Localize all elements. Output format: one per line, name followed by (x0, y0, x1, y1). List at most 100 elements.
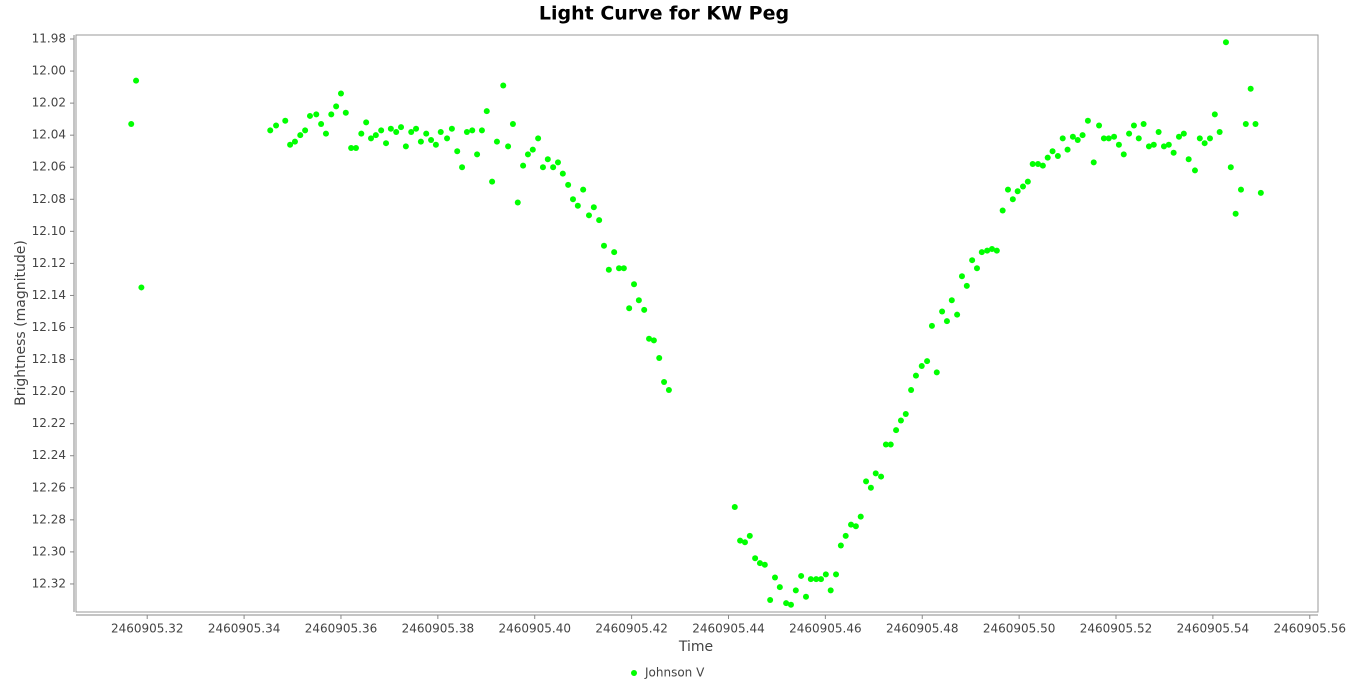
data-point (337, 90, 344, 97)
x-tick-label: 2460905.46 (789, 622, 862, 636)
data-point (999, 207, 1006, 214)
data-point (731, 504, 738, 511)
data-point (761, 561, 768, 568)
data-point (1140, 120, 1147, 127)
data-point (646, 335, 653, 342)
data-point (559, 170, 566, 177)
data-point (133, 77, 140, 84)
data-point (1165, 141, 1172, 148)
data-point (1222, 39, 1229, 46)
y-tick-label: 12.04 (32, 128, 66, 142)
y-tick-label: 11.98 (32, 32, 66, 46)
data-point (807, 576, 814, 583)
data-point (1069, 133, 1076, 140)
data-point (291, 138, 298, 145)
data-point (505, 143, 512, 150)
legend-marker (631, 670, 637, 676)
data-point (413, 125, 420, 132)
data-point (943, 318, 950, 325)
data-point (1191, 167, 1198, 174)
data-point (1232, 210, 1239, 217)
data-point (963, 282, 970, 289)
data-point (372, 132, 379, 139)
data-point (933, 369, 940, 376)
data-point (489, 178, 496, 185)
data-point (756, 560, 763, 567)
data-point (1059, 135, 1066, 142)
data-point (1242, 120, 1249, 127)
data-point (626, 305, 633, 312)
x-tick-label: 2460905.32 (111, 622, 184, 636)
data-point (1049, 148, 1056, 155)
x-tick-label: 2460905.48 (886, 622, 959, 636)
x-tick-label: 2460905.34 (208, 622, 281, 636)
data-point (939, 308, 946, 315)
data-point (1029, 161, 1036, 168)
data-point (1170, 149, 1177, 156)
data-point (524, 151, 531, 158)
data-point (827, 587, 834, 594)
data-point (993, 247, 1000, 254)
data-point (1216, 128, 1223, 135)
data-point (783, 600, 790, 607)
data-point (267, 127, 274, 134)
data-point (297, 132, 304, 139)
data-point (448, 125, 455, 132)
data-point (635, 297, 642, 304)
data-point (746, 532, 753, 539)
data-point (1252, 120, 1259, 127)
data-point (1150, 141, 1157, 148)
data-point (954, 311, 961, 318)
data-point (514, 199, 521, 206)
data-point (863, 478, 870, 485)
data-point (138, 284, 145, 291)
data-point (822, 571, 829, 578)
data-point (432, 141, 439, 148)
data-point (444, 135, 451, 142)
data-point (902, 411, 909, 418)
x-tick-label: 2460905.54 (1177, 622, 1250, 636)
data-point (798, 572, 805, 579)
data-point (973, 265, 980, 272)
data-point (478, 127, 485, 134)
data-point (1115, 141, 1122, 148)
data-point (509, 120, 516, 127)
data-point (1054, 153, 1061, 160)
y-tick-label: 12.08 (32, 192, 66, 206)
chart-title: Light Curve for KW Peg (539, 3, 789, 25)
data-point (535, 135, 542, 142)
data-point (554, 159, 561, 166)
data-point (928, 322, 935, 329)
data-point (984, 247, 991, 254)
data-point (1155, 128, 1162, 135)
data-point (958, 273, 965, 280)
data-point (1211, 111, 1218, 118)
data-point (1196, 135, 1203, 142)
data-point (565, 181, 572, 188)
data-point (585, 212, 592, 219)
data-point (1044, 154, 1051, 161)
data-point (1096, 122, 1103, 129)
data-point (1090, 159, 1097, 166)
data-point (1100, 135, 1107, 142)
data-point (1014, 188, 1021, 195)
data-point (752, 555, 759, 562)
data-point (408, 128, 415, 135)
y-tick-label: 12.26 (32, 480, 66, 494)
data-point (550, 164, 557, 171)
data-point (600, 242, 607, 249)
data-point (1257, 189, 1264, 196)
data-point (776, 584, 783, 591)
data-point (363, 119, 370, 126)
data-point (1180, 130, 1187, 137)
data-point (605, 266, 612, 273)
data-point (882, 441, 889, 448)
x-tick-label: 2460905.52 (1080, 622, 1153, 636)
data-point (988, 245, 995, 252)
plot-area (75, 34, 1319, 613)
y-tick-label: 12.32 (32, 576, 66, 590)
data-point (1004, 186, 1011, 193)
y-tick-label: 12.12 (32, 256, 66, 270)
data-point (417, 138, 424, 145)
